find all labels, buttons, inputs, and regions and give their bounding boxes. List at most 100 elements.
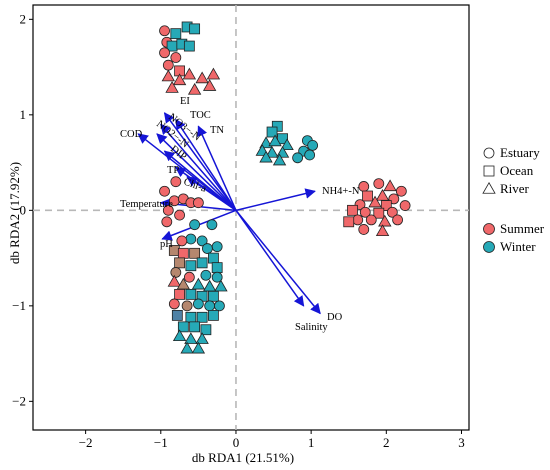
sample-point-circle: [359, 206, 371, 218]
sample-point-square: [211, 262, 223, 274]
sample-point-triangle: [268, 134, 282, 147]
sample-point-triangle: [180, 341, 194, 354]
sample-point-circle: [161, 216, 173, 228]
sample-point-square: [185, 288, 197, 300]
sample-point-triangle: [214, 279, 228, 292]
legend-symbol-triangle: [482, 181, 496, 194]
sample-point-circle: [159, 185, 170, 197]
sample-point-circle: [196, 235, 208, 247]
sample-point-circle: [162, 204, 174, 216]
sample-point-triangle: [165, 81, 179, 93]
sample-point-triangle: [368, 195, 382, 208]
sample-point-circle: [159, 47, 170, 59]
sample-point-square: [343, 216, 355, 228]
legend-symbol-circle: [483, 147, 495, 159]
sample-point-triangle: [172, 329, 187, 342]
sample-point-circle: [211, 241, 223, 253]
sample-point-circle: [211, 271, 223, 283]
sample-point-circle: [181, 300, 193, 312]
legend-label: Summer: [500, 221, 545, 236]
sample-point-square: [196, 257, 208, 269]
sample-point-circle: [170, 176, 182, 188]
sample-point-circle: [399, 200, 411, 211]
sample-point-circle: [352, 214, 364, 226]
vector-label: NH4+-N: [322, 186, 360, 197]
sample-points: [159, 21, 411, 354]
sample-point-triangle: [195, 71, 209, 84]
sample-point-triangle: [206, 67, 221, 80]
sample-point-square: [380, 200, 392, 211]
sample-point-triangle: [280, 138, 294, 151]
sample-point-circle: [206, 219, 218, 231]
y-tick-label: 0: [20, 202, 27, 217]
legend-swatch: [483, 241, 495, 253]
sample-point-triangle: [172, 73, 187, 86]
y-tick-label: 2: [20, 11, 27, 26]
sample-point-square: [189, 23, 201, 35]
sample-point-circle: [189, 219, 201, 231]
sample-point-circle: [168, 298, 180, 310]
sample-point-triangle: [383, 179, 397, 192]
sample-point-square: [277, 133, 288, 145]
x-tick-label: 3: [458, 435, 465, 450]
x-tick-label: 0: [233, 435, 240, 450]
vector-arrow: [235, 188, 316, 212]
vector-label: Temperature: [120, 199, 173, 210]
sample-point-circle: [358, 224, 370, 235]
vector-label: COD: [120, 129, 143, 140]
sample-point-triangle: [375, 224, 390, 236]
sample-point-circle: [183, 271, 195, 283]
vector-arrow: [163, 150, 237, 211]
sample-point-square: [177, 247, 189, 259]
sample-point-square: [174, 288, 185, 300]
sample-point-circle: [170, 267, 182, 278]
sample-point-square: [200, 324, 212, 336]
sample-point-circle: [192, 298, 204, 310]
legend-swatch: [483, 223, 495, 235]
sample-point-triangle: [265, 145, 279, 158]
sample-point-circle: [200, 269, 212, 281]
sample-point-triangle: [272, 153, 287, 166]
sample-point-circle: [159, 25, 170, 37]
sample-point-square: [208, 252, 219, 264]
sample-point-circle: [373, 178, 385, 189]
sample-point-square: [177, 321, 189, 333]
sample-point-circle: [214, 300, 225, 312]
sample-point-square: [170, 28, 182, 40]
sample-point-circle: [170, 52, 182, 63]
sample-point-triangle: [195, 332, 209, 344]
vector-arrow: [186, 176, 237, 211]
sample-point-triangle: [191, 277, 206, 290]
vector-arrow: [160, 123, 237, 211]
sample-point-square: [208, 309, 219, 321]
plot-area: [32, 4, 470, 431]
legend-label: Winter: [500, 239, 536, 254]
x-tick-label: −2: [79, 435, 93, 450]
sample-point-square: [266, 126, 278, 138]
sample-point-circle: [185, 233, 197, 245]
vector-arrow: [235, 209, 321, 315]
x-tick-label: −1: [154, 435, 168, 450]
plot-border: [32, 4, 470, 431]
sample-point-circle: [304, 149, 316, 161]
sample-point-circle: [358, 181, 370, 192]
sample-point-square: [183, 40, 195, 52]
y-axis-label: db RDA2 (17.92%): [7, 162, 22, 264]
sample-point-circle: [174, 209, 185, 221]
sample-point-triangle: [202, 279, 217, 292]
legend-label: Ocean: [500, 163, 534, 178]
vector-label: TP: [167, 165, 179, 176]
sample-point-circle: [162, 59, 174, 71]
vector-arrow: [175, 118, 237, 211]
sample-point-circle: [307, 139, 319, 151]
x-tick-label: 1: [308, 435, 315, 450]
sample-point-triangle: [161, 69, 175, 82]
sample-point-circle: [192, 197, 204, 209]
vector-arrow: [197, 125, 237, 211]
legend-label: Estuary: [500, 145, 540, 160]
y-tick-label: −1: [12, 298, 26, 313]
sample-point-square: [174, 257, 185, 269]
x-axis-label: db RDA1 (21.51%): [192, 450, 294, 465]
